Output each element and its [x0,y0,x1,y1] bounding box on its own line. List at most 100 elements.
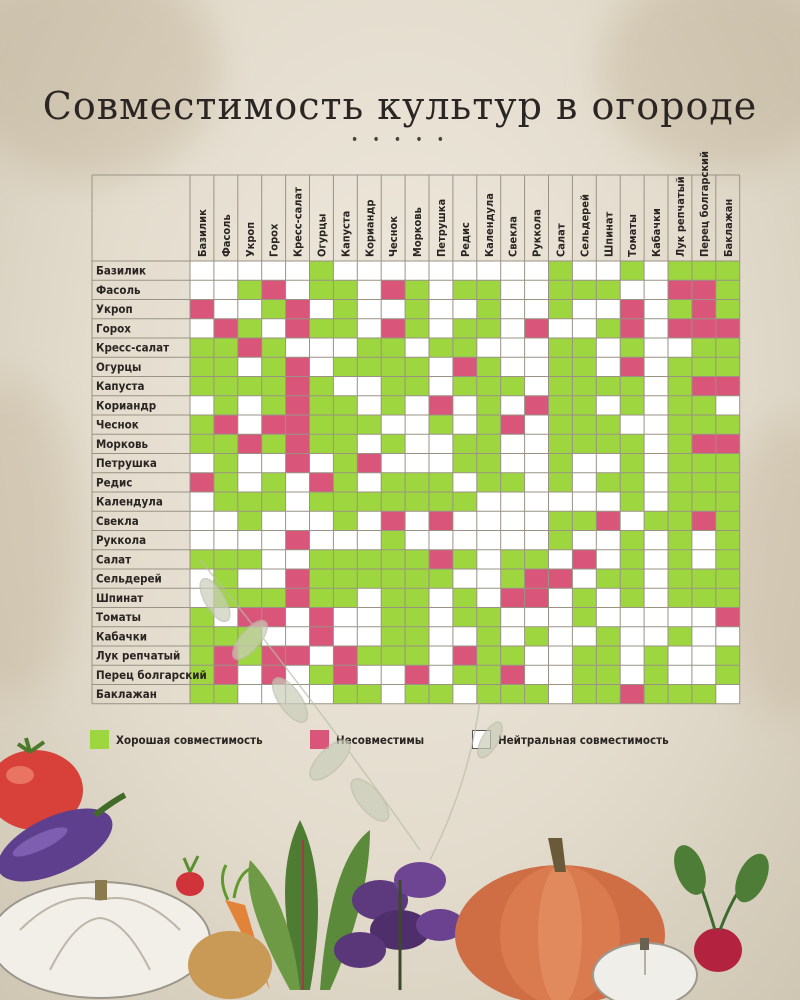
cell-neutral [213,607,238,627]
cell-neutral [620,646,645,666]
cell-neutral [405,261,429,281]
cell-bad [691,434,716,454]
cell-good [429,569,453,589]
cell-neutral [309,511,334,531]
cell-bad [500,588,525,608]
row-label: Чеснок [96,418,139,432]
cell-good [548,280,573,300]
cell-bad [285,569,310,589]
cell-good [309,376,334,396]
cell-bad [213,646,238,666]
cell-good [596,434,621,454]
row-label: Горох [96,321,131,335]
column-label: Сельдерей [578,194,591,257]
cell-neutral [213,299,238,319]
cell-neutral [190,318,214,338]
cell-good [476,684,501,704]
cell-good [237,646,262,666]
cell-good [190,646,214,666]
cell-bad [452,646,477,666]
cell-good [548,338,573,358]
cell-good [476,607,501,627]
cell-bad [429,511,453,531]
cell-bad [309,472,334,492]
cell-neutral [524,665,549,685]
cell-good [333,453,358,473]
row-label: Редис [96,475,132,489]
cell-good [452,549,477,569]
cell-neutral [644,434,668,454]
cell-good [596,415,621,435]
cell-good [381,646,406,666]
cell-good [668,453,692,473]
cell-good [357,646,382,666]
cell-bad [285,453,310,473]
cell-neutral [237,415,262,435]
cell-good [309,492,334,512]
cell-good [668,261,692,281]
column-label: Редис [459,222,472,257]
cell-good [668,569,692,589]
cell-good [452,338,477,358]
cell-good [715,569,740,589]
tomato-illustration [0,737,83,830]
cell-good [644,684,668,704]
cell-neutral [715,395,740,415]
cell-good [548,261,573,281]
title-ornament: • • • • • [350,132,450,148]
cell-bad [524,318,549,338]
cell-bad [309,607,334,627]
cell-bad [500,415,525,435]
legend-label-bad: Несовместимы [336,732,425,747]
cell-good [620,530,645,550]
cell-good [572,395,597,415]
cell-neutral [644,338,668,358]
cell-good [213,453,238,473]
cell-good [572,684,597,704]
cell-good [524,684,549,704]
cell-good [381,569,406,589]
cell-good [691,357,716,377]
cell-good [572,588,597,608]
cell-good [357,684,382,704]
cell-good [668,472,692,492]
cell-bad [715,318,740,338]
cell-good [620,338,645,358]
cell-neutral [237,395,262,415]
cell-good [476,280,501,300]
column-label: Кресс-салат [292,187,305,257]
column-label: Свекла [507,216,520,257]
cell-good [213,549,238,569]
cell-good [333,415,358,435]
cell-neutral [285,511,310,531]
cell-good [476,665,501,685]
cell-good [261,299,286,319]
cell-good [190,376,214,396]
cell-bad [190,299,214,319]
column-label: Лук репчатый [674,176,687,257]
row-label: Морковь [96,437,148,451]
cell-good [715,511,740,531]
cell-neutral [357,530,382,550]
cell-neutral [357,376,382,396]
cell-good [213,626,238,646]
cell-bad [548,569,573,589]
cell-good [381,395,406,415]
cell-good [596,376,621,396]
cell-neutral [452,569,477,589]
cell-good [620,434,645,454]
cell-neutral [644,472,668,492]
cell-neutral [285,492,310,512]
cell-good [405,607,429,627]
cell-good [237,626,262,646]
compatibility-table: Базилик Фасоль Укроп Горох Кресс-салат Огурцы… [91,151,741,705]
cell-neutral [309,530,334,550]
cell-bad [691,376,716,396]
cell-neutral [691,665,716,685]
cell-good [668,415,692,435]
column-label: Кабачки [650,208,663,257]
cell-neutral [548,665,573,685]
cell-good [715,338,740,358]
cell-neutral [548,549,573,569]
cell-neutral [333,338,358,358]
